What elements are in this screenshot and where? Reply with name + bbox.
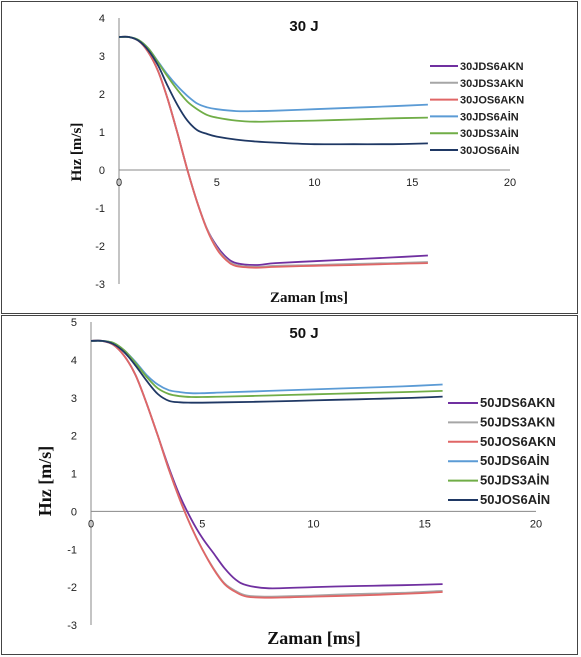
legend-label: 50JOS6AİN — [480, 492, 550, 507]
series-line-50jos6ai̇n — [90, 339, 443, 404]
chart-30j: -3 -2 -1 0 1 2 3 4 0 5 10 15 20 30 J Zaman [ms] Hız [m/… — [69, 13, 524, 306]
legend-label: 30JOS6AKN — [460, 95, 524, 107]
y-tick-label: -1 — [95, 203, 105, 215]
chart-panel-30j: -3 -2 -1 0 1 2 3 4 0 5 10 15 20 30 J Zaman [ms] Hız [m/… — [1, 1, 578, 314]
x-tick-label: 5 — [214, 177, 220, 189]
legend-label: 30JDS6AKN — [460, 61, 524, 73]
series-line-50jds6ai̇n — [90, 339, 443, 395]
legend-label: 30JOS6AİN — [460, 144, 519, 157]
legend-label: 50JDS6AİN — [480, 453, 549, 468]
y-tick-label: 0 — [99, 165, 105, 177]
legend-label: 50JDS3AKN — [480, 414, 555, 429]
y-tick-label: 4 — [99, 13, 105, 25]
series-line-50jds3akn — [90, 339, 443, 598]
chart-title: 30 J — [289, 18, 318, 35]
y-tick-label: 4 — [71, 355, 77, 367]
y-tick-label: 0 — [71, 506, 77, 518]
x-tick-label: 20 — [504, 177, 516, 189]
x-tick-label: 0 — [116, 177, 122, 189]
chart-title: 50 J — [289, 325, 318, 342]
y-tick-label: -1 — [67, 544, 77, 556]
y-axis-label: Hız [m/s] — [69, 123, 85, 182]
series-line-50jos6akn — [90, 339, 443, 599]
x-tick-label: 0 — [88, 518, 94, 530]
chart-50j: -3 -2 -1 0 1 2 3 4 5 0 5 10 15 20 50 J Zaman [ms] Hız [m… — [35, 317, 556, 648]
y-tick-label: -2 — [67, 582, 77, 594]
series-line-50jds3ai̇n — [90, 339, 443, 398]
legend-label: 50JDS3AİN — [480, 473, 549, 488]
y-tick-label: 3 — [71, 393, 77, 405]
legend-label: 50JOS6AKN — [480, 434, 556, 449]
x-tick-label: 10 — [308, 177, 320, 189]
x-tick-label: 10 — [307, 518, 319, 530]
y-tick-label: -3 — [67, 620, 77, 632]
series-line-30jds3ai̇n — [118, 35, 428, 123]
legend-label: 30JDS3AİN — [460, 127, 519, 140]
y-tick-label: 2 — [71, 431, 77, 443]
x-tick-label: 20 — [530, 518, 542, 530]
chart-panel-50j: -3 -2 -1 0 1 2 3 4 5 0 5 10 15 20 50 J Zaman [ms] Hız [m… — [1, 315, 578, 655]
series-line-30jos6akn — [118, 35, 428, 269]
y-tick-label: -3 — [95, 279, 105, 291]
y-tick-label: 1 — [99, 127, 105, 139]
x-tick-label: 15 — [406, 177, 418, 189]
y-tick-label: -2 — [95, 241, 105, 253]
legend-label: 30JDS6AİN — [460, 110, 519, 123]
x-axis-label: Zaman [ms] — [267, 628, 361, 648]
x-tick-label: 5 — [199, 518, 205, 530]
x-tick-label: 15 — [419, 518, 431, 530]
series-line-30jos6ai̇n — [118, 35, 428, 146]
y-tick-label: 2 — [99, 89, 105, 101]
x-axis-label: Zaman [ms] — [270, 290, 348, 306]
legend-label: 30JDS3AKN — [460, 78, 524, 90]
y-tick-label: 1 — [71, 469, 77, 481]
y-tick-label: 5 — [71, 317, 77, 329]
y-tick-label: 3 — [99, 51, 105, 63]
legend-label: 50JDS6AKN — [480, 395, 555, 410]
y-axis-label: Hız [m/s] — [35, 446, 55, 516]
